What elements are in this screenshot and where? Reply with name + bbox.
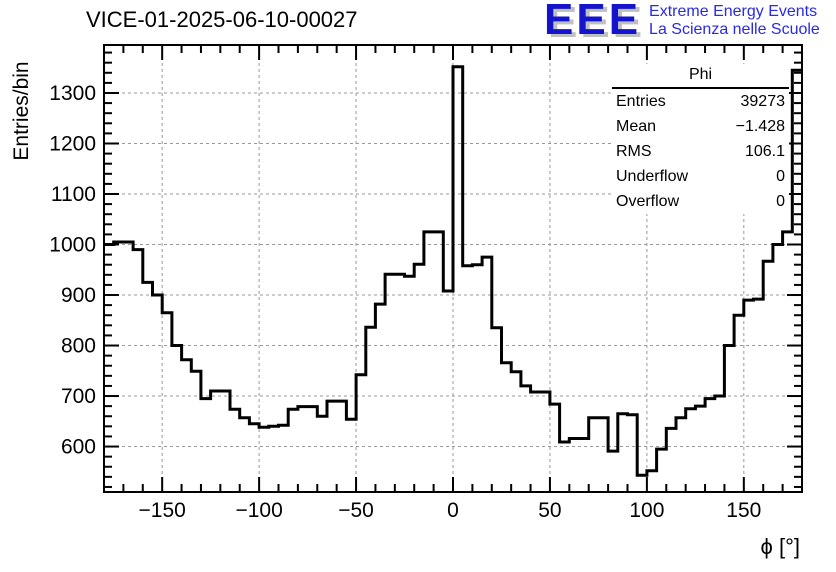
x-tick-label: −150 xyxy=(139,499,186,522)
stats-row: Entries 39273 xyxy=(612,89,789,114)
stats-row-value: 0 xyxy=(776,193,785,210)
eee-logo-text: Extreme Energy Events La Scienza nelle S… xyxy=(649,3,820,39)
y-tick-label: 1300 xyxy=(49,82,96,105)
stats-row-label: Mean xyxy=(616,118,657,135)
histogram-line xyxy=(104,65,802,477)
stats-row-value: 0 xyxy=(776,168,785,185)
eee-logo-line1: Extreme Energy Events xyxy=(649,3,818,20)
eee-logo-acronym: EEE xyxy=(544,0,642,44)
stats-rows: Entries 39273 Mean −1.428 RMS 106.1 Underflow 0… xyxy=(612,89,789,214)
stats-row-label: Entries xyxy=(616,93,666,110)
stats-title: Phi xyxy=(612,64,789,89)
stats-row-label: Underflow xyxy=(616,168,689,185)
stats-row: Overflow 0 xyxy=(612,189,789,214)
y-tick-label: 600 xyxy=(61,436,96,459)
y-axis-title: Entries/bin xyxy=(10,61,33,161)
page-title: VICE-01-2025-06-10-00027 xyxy=(86,7,358,32)
stats-box: Phi Entries 39273 Mean −1.428 RMS 106.1 Underf… xyxy=(612,64,789,214)
x-tick-label: 50 xyxy=(538,499,561,522)
stats-row-label: RMS xyxy=(616,143,652,160)
stats-row: Mean −1.428 xyxy=(612,114,789,139)
y-tick-label: 800 xyxy=(61,335,96,358)
y-tick-label: 1200 xyxy=(49,132,96,155)
eee-logo-line2: La Scienza nelle Scuole xyxy=(649,21,820,38)
stats-row-value: 106.1 xyxy=(744,143,785,160)
x-tick-label: 0 xyxy=(447,499,459,522)
y-tick-label: 1000 xyxy=(49,234,96,257)
stats-row-value: −1.428 xyxy=(735,118,785,135)
x-tick-label: 150 xyxy=(726,499,761,522)
x-axis-title: ϕ [°] xyxy=(760,534,800,559)
x-tick-label: −50 xyxy=(338,499,374,522)
y-tick-label: 900 xyxy=(61,284,96,307)
y-tick-label: 1100 xyxy=(51,183,96,206)
x-tick-label: −100 xyxy=(235,499,282,522)
stats-row-value: 39273 xyxy=(740,93,786,110)
x-tick-label: 100 xyxy=(629,499,664,522)
stats-row: Underflow 0 xyxy=(612,164,789,189)
eee-logo: EEE Extreme Energy Events La Scienza nel… xyxy=(544,0,820,44)
stats-row-label: Overflow xyxy=(616,193,680,210)
y-tick-label: 700 xyxy=(61,385,96,408)
stats-row: RMS 106.1 xyxy=(612,139,789,164)
